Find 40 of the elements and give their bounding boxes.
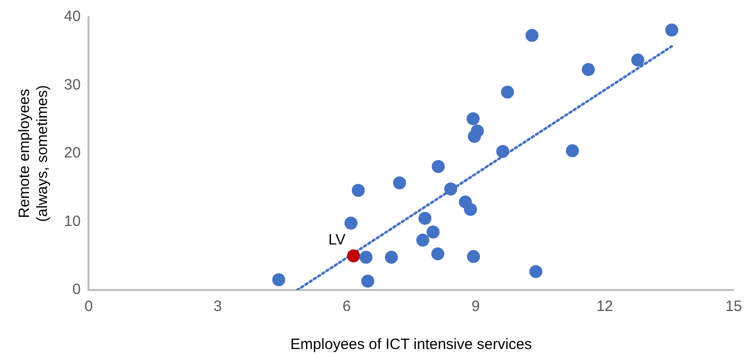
y-tick-label: 0 — [72, 281, 81, 298]
point — [500, 86, 514, 99]
annotation: LV — [328, 232, 346, 249]
point — [431, 247, 444, 260]
point — [582, 63, 595, 76]
point — [426, 225, 440, 238]
point — [418, 212, 432, 225]
point — [360, 250, 373, 264]
x-tick-label: 15 — [725, 298, 742, 316]
point — [344, 216, 358, 230]
point — [432, 160, 445, 173]
point — [466, 112, 480, 126]
x-tick-label: 0 — [84, 298, 93, 316]
x-tick-label: 6 — [342, 298, 351, 316]
x-axis-title: Employees of ICT intensive services — [290, 336, 532, 354]
point — [361, 274, 374, 288]
y-axis-title: Remote employees (always, sometimes) — [16, 85, 52, 222]
x-tick-label: 12 — [596, 298, 614, 316]
point — [468, 130, 481, 143]
y-tick-label: 30 — [64, 76, 81, 94]
point — [566, 144, 579, 158]
y-tick-label: 20 — [64, 144, 81, 162]
x-tick-label: 9 — [471, 298, 480, 316]
y-tick-label: 10 — [64, 212, 81, 230]
point — [384, 250, 398, 264]
point — [525, 28, 538, 42]
point — [464, 202, 478, 216]
point — [347, 249, 360, 262]
point — [272, 273, 286, 286]
point — [444, 182, 458, 196]
point — [665, 23, 678, 36]
point — [467, 250, 480, 264]
x-tick-label: 3 — [214, 298, 222, 316]
point — [631, 54, 644, 66]
point — [393, 176, 406, 190]
y-tick-label: 40 — [64, 8, 81, 26]
point — [496, 144, 510, 158]
point — [416, 234, 430, 247]
point — [529, 265, 542, 278]
point — [352, 184, 365, 197]
